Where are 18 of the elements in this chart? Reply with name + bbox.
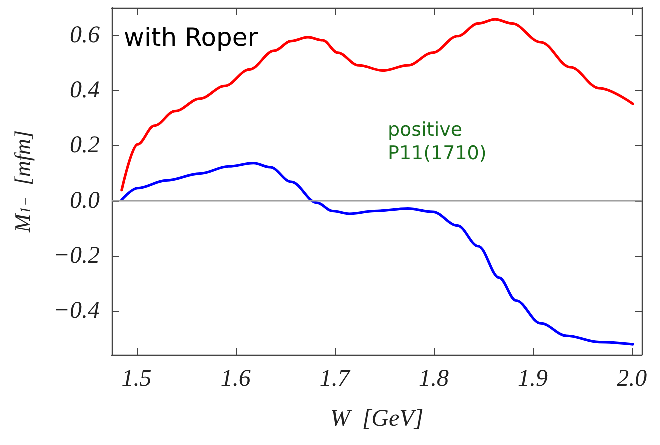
line-series — [120, 18, 634, 192]
x-tick-label: 1.9 — [518, 366, 548, 392]
annotation: with Roper — [124, 23, 259, 52]
y-tick-label: 0.0 — [70, 188, 100, 214]
y-axis-title: M1− [mfm] — [10, 130, 35, 234]
x-tick-label: 2.0 — [617, 366, 648, 392]
x-tick-label: 1.7 — [320, 366, 351, 392]
y-tick-label: 0.2 — [70, 132, 100, 159]
x-axis-title: W [GeV] — [330, 406, 424, 432]
x-tick-label: 1.5 — [122, 366, 152, 392]
line-series — [120, 162, 634, 346]
x-tick-label: 1.6 — [220, 366, 251, 392]
y-tick-label: 0.4 — [70, 78, 100, 104]
y-tick-label: 0.6 — [70, 22, 100, 49]
annotation: positive P11(1710) — [388, 118, 487, 165]
y-tick-label: −0.4 — [54, 298, 100, 324]
x-tick-label: 1.8 — [418, 366, 449, 392]
y-tick-label: −0.2 — [54, 242, 100, 269]
